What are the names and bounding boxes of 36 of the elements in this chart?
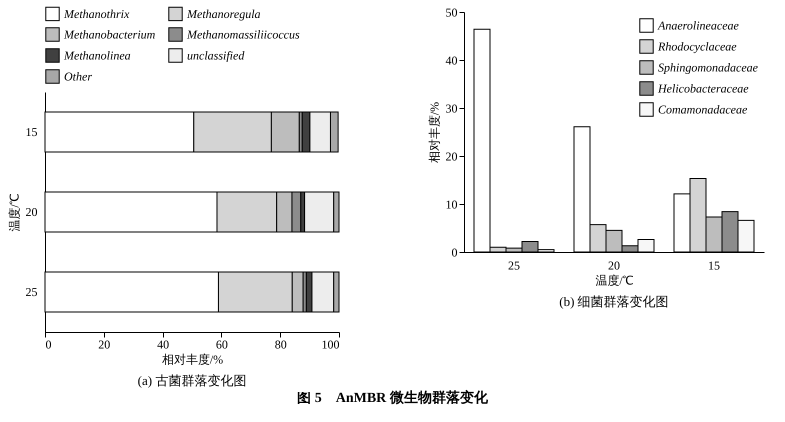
x-tick-label: 20 bbox=[98, 338, 110, 352]
legend-label: Methanobacterium bbox=[63, 28, 156, 42]
legend-label: Methanoregula bbox=[186, 6, 261, 21]
legend-label: Methanothrix bbox=[63, 6, 130, 21]
y-tick-label: 10 bbox=[446, 198, 458, 212]
y-tick-label: 20 bbox=[26, 205, 38, 219]
legend-label: Methanomassiliicoccus bbox=[186, 28, 300, 42]
legend-label: unclassified bbox=[187, 48, 246, 62]
x-tick-label: 80 bbox=[274, 338, 287, 352]
y-tick-label: 25 bbox=[26, 285, 38, 299]
y-axis-title: 温度/℃ bbox=[8, 193, 22, 232]
y-tick-label: 15 bbox=[26, 125, 38, 139]
legend-label: Rhodocyclaceae bbox=[657, 40, 738, 54]
x-tick-label: 0 bbox=[46, 338, 52, 352]
y-tick-label: 40 bbox=[446, 54, 458, 68]
y-tick-label: 0 bbox=[452, 246, 458, 260]
legend-label: Comamonadaceae bbox=[658, 102, 748, 116]
legend-label: Sphingomonadaceae bbox=[658, 60, 759, 74]
y-tick-label: 50 bbox=[446, 6, 458, 20]
x-tick-label: 15 bbox=[708, 258, 720, 272]
x-tick-label: 25 bbox=[508, 258, 520, 272]
y-tick-label: 30 bbox=[446, 102, 458, 116]
x-tick-label: 60 bbox=[216, 338, 228, 352]
text: (a) 古菌群落变化图 bbox=[138, 373, 246, 388]
x-tick-label: 100 bbox=[322, 338, 340, 352]
legend-label: Other bbox=[64, 70, 92, 84]
y-tick-label: 20 bbox=[446, 150, 458, 164]
legend-label: Methanolinea bbox=[63, 48, 131, 62]
x-tick-label: 20 bbox=[608, 258, 620, 272]
x-axis-title: 相对丰度/% bbox=[162, 352, 224, 366]
x-tick-label: 40 bbox=[157, 338, 170, 352]
legend-label: Anaerolineaceae bbox=[657, 18, 740, 32]
legend-label: Helicobacteraceae bbox=[657, 82, 750, 96]
y-axis-title: 相对丰度/% bbox=[428, 102, 442, 164]
x-axis-title: 温度/℃ bbox=[595, 274, 634, 288]
text: (b) 细菌群落变化图 bbox=[559, 294, 669, 309]
